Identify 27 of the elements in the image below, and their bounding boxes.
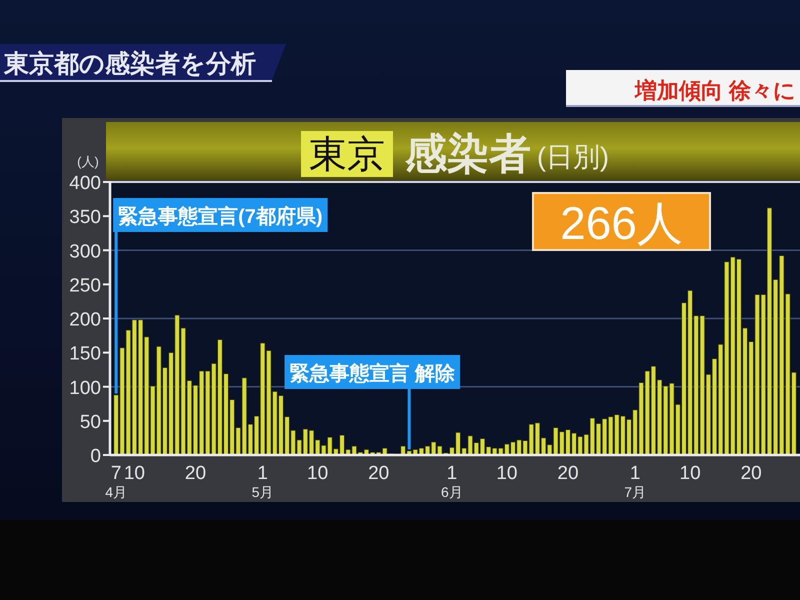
x-tick-label: 10 [124,463,145,484]
y-tick-label: 400 [69,173,101,194]
x-tick-label: 20 [184,463,206,484]
x-tick-label: 10 [307,463,328,484]
y-tick-label: 300 [69,241,101,262]
ref-line-label: 緊急事態宣言(7都府県) [118,205,323,228]
annotation: 266人 [560,197,683,249]
x-tick-label: 10 [680,463,701,484]
chart-subtitle: 東京都の感染者を分析 [3,50,256,78]
y-tick-label: 50 [80,412,101,433]
y-tick-label: 200 [69,310,101,330]
x-tick-label: 20 [368,463,390,484]
y-tick-label: 0 [90,446,101,467]
x-tick-label: 20 [557,463,579,484]
y-tick-label: 250 [69,275,101,296]
chart-title: 東京 感染者(日別) [309,130,609,177]
x-tick-label: 1 6月 [441,463,463,500]
x-tick-label: 20 [740,463,762,484]
x-tick-label: 1 7月 [624,463,646,500]
ref-line-label: 緊急事態宣言 解除 [290,362,456,385]
y-axis-title: (人) [77,154,99,169]
y-tick-label: 100 [69,378,101,399]
x-tick-label: 1 5月 [252,463,274,500]
y-tick-label: 350 [69,207,101,228]
y-tick-label: 150 [69,344,101,365]
x-tick-label: 10 [496,463,518,484]
text: 増加傾向 徐々に [634,78,796,103]
